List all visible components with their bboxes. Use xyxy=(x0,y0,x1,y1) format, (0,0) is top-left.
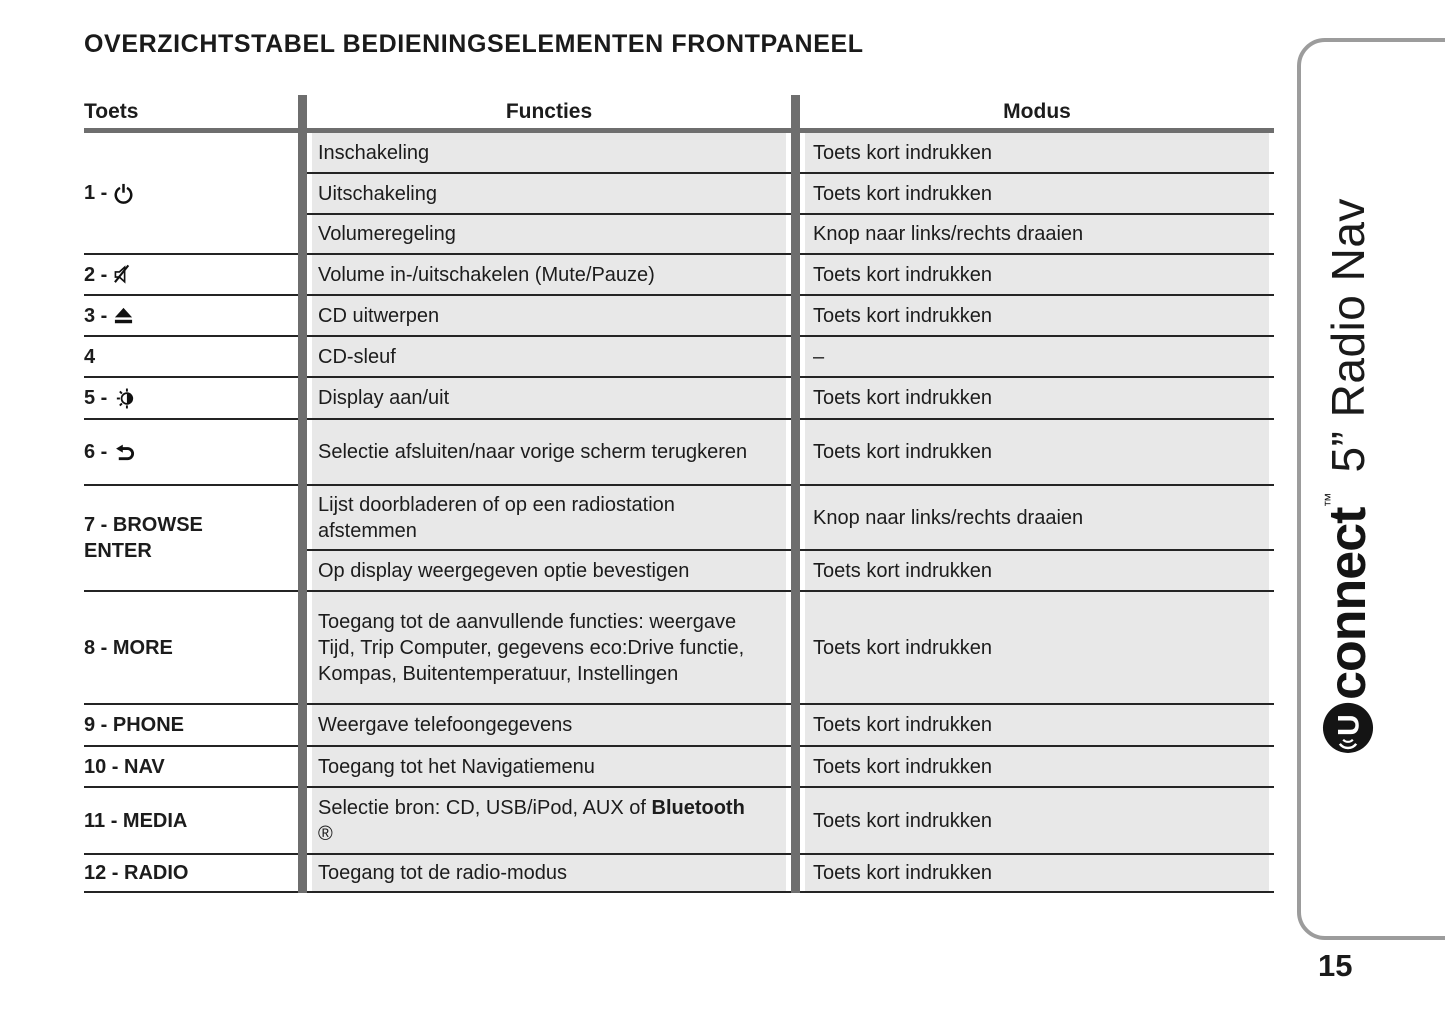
column-divider xyxy=(791,95,800,893)
eject-icon xyxy=(112,305,135,326)
functie-cell: Volumeregeling xyxy=(307,215,791,255)
svg-text:U: U xyxy=(1333,714,1366,736)
uconnect-logo-icon: U xyxy=(1322,702,1374,754)
sidebar-tab xyxy=(1297,38,1445,940)
button-label: 11 - MEDIA xyxy=(84,809,188,832)
button-label: 2 - xyxy=(84,263,108,286)
toets-cell-2: 2 - xyxy=(84,255,298,296)
button-label: 9 - PHONE xyxy=(84,714,185,736)
toets-cell-1: 1 - xyxy=(84,133,298,255)
modus-cell: – xyxy=(800,337,1274,378)
modus-cell: Toets kort indrukken xyxy=(800,296,1274,337)
button-label: 12 - RADIO xyxy=(84,862,189,884)
sidebar-vertical-text: U connect ™ 5” Radio Nav xyxy=(1318,198,1378,754)
toets-cell-8: 8 - MORE xyxy=(84,592,298,705)
button-label: 4 xyxy=(84,345,96,368)
column-header-toets: Toets xyxy=(84,95,298,133)
modus-cell: Toets kort indrukken xyxy=(800,174,1274,215)
modus-cell: Toets kort indrukken xyxy=(800,592,1274,705)
button-label: 3 - xyxy=(84,304,108,327)
button-label: 10 - NAV xyxy=(84,755,165,778)
toets-cell-4: 4 xyxy=(84,337,298,378)
controls-table: Toets Functies Modus 1 - 2 - xyxy=(84,95,1274,893)
functie-cell: Op display weergegeven optie bevestigen xyxy=(307,551,791,592)
brightness-icon xyxy=(112,387,138,410)
modus-cell: Toets kort indrukken xyxy=(800,788,1274,855)
modus-cell: Toets kort indrukken xyxy=(800,255,1274,296)
toets-cell-3: 3 - xyxy=(84,296,298,337)
modus-cell: Toets kort indrukken xyxy=(800,133,1274,174)
modus-cell: Knop naar links/rechts draaien xyxy=(800,215,1274,255)
functie-cell: CD uitwerpen xyxy=(307,296,791,337)
power-icon xyxy=(112,182,135,205)
modus-cell: Toets kort indrukken xyxy=(800,378,1274,420)
functie-cell: CD-sleuf xyxy=(307,337,791,378)
functie-cell: Volume in-/uitschakelen (Mute/Pauze) xyxy=(307,255,791,296)
product-label: 5” Radio Nav xyxy=(1322,198,1374,473)
button-label: 1 - xyxy=(84,182,108,204)
functie-cell: Selectie afsluiten/naar vorige scherm te… xyxy=(307,420,791,486)
toets-cell-5: 5 - xyxy=(84,378,298,420)
column-header-functies: Functies xyxy=(307,95,791,133)
toets-cell-7: 7 - BROWSE ENTER xyxy=(84,486,298,592)
modus-cell: Toets kort indrukken xyxy=(800,705,1274,747)
toets-cell-12: 12 - RADIO xyxy=(84,855,298,893)
column-divider xyxy=(298,95,307,893)
uconnect-wordmark: connect xyxy=(1319,507,1377,700)
toets-cell-11: 11 - MEDIA xyxy=(84,788,298,855)
modus-cell: Toets kort indrukken xyxy=(800,551,1274,592)
toets-cell-10: 10 - NAV xyxy=(84,747,298,788)
column-header-modus: Modus xyxy=(800,95,1274,133)
button-label: 8 - MORE xyxy=(84,636,173,659)
functie-cell: Toegang tot de aanvullende functies: wee… xyxy=(307,592,791,705)
functie-cell: Toegang tot de radio-modus xyxy=(307,855,791,893)
modus-cell: Toets kort indrukken xyxy=(800,747,1274,788)
toets-cell-6: 6 - xyxy=(84,420,298,486)
functie-cell: Inschakeling xyxy=(307,133,791,174)
functie-cell: Selectie bron: CD, USB/iPod, AUX of Blue… xyxy=(307,788,791,855)
page-title: OVERZICHTSTABEL BEDIENINGSELEMENTEN FRON… xyxy=(84,30,864,58)
mute-icon xyxy=(112,263,138,286)
functie-cell: Lijst doorbladeren of op een radiostatio… xyxy=(307,486,791,551)
functie-cell: Display aan/uit xyxy=(307,378,791,420)
back-arrow-icon xyxy=(112,442,137,463)
modus-cell: Knop naar links/rechts draaien xyxy=(800,486,1274,551)
button-label: 5 - xyxy=(84,387,108,409)
functie-cell: Uitschakeling xyxy=(307,174,791,215)
functie-cell: Weergave telefoongegevens xyxy=(307,705,791,747)
trademark-symbol: ™ xyxy=(1322,492,1339,508)
toets-cell-9: 9 - PHONE xyxy=(84,705,298,747)
button-label: 6 - xyxy=(84,441,108,463)
functie-cell: Toegang tot het Navigatiemenu xyxy=(307,747,791,788)
modus-cell: Toets kort indrukken xyxy=(800,855,1274,893)
bluetooth-bold-text: Bluetooth xyxy=(651,796,745,819)
page-number: 15 xyxy=(1318,948,1353,983)
modus-cell: Toets kort indrukken xyxy=(800,420,1274,486)
button-label: 7 - BROWSE ENTER xyxy=(84,514,203,562)
